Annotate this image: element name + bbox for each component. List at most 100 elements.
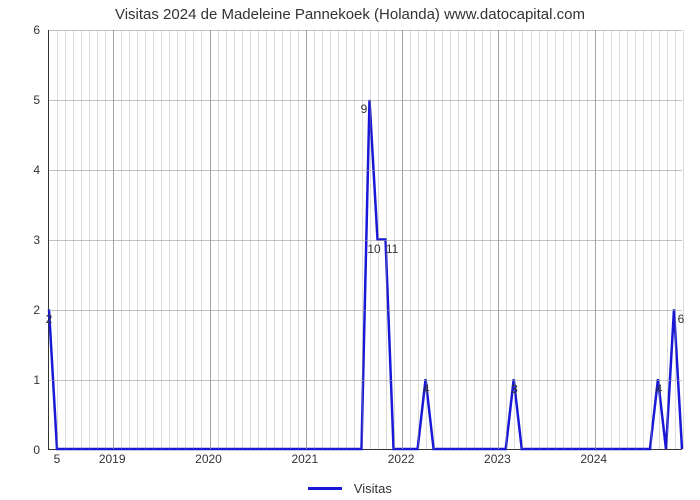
line-chart: Visitas 2024 de Madeleine Pannekoek (Hol… <box>0 0 700 500</box>
gridline-v <box>250 30 251 449</box>
gridline-v <box>193 30 194 449</box>
gridline-v <box>73 30 74 449</box>
gridline-v <box>370 30 371 449</box>
gridline-v <box>346 30 347 449</box>
gridline-v <box>498 30 499 449</box>
gridline-v <box>218 30 219 449</box>
gridline-v <box>242 30 243 449</box>
gridline-v <box>643 30 644 449</box>
gridline-v <box>627 30 628 449</box>
xtick-label: 2022 <box>388 452 415 466</box>
gridline-v <box>531 30 532 449</box>
plot-area: 25910114346 <box>48 30 682 450</box>
gridline-v <box>418 30 419 449</box>
xtick-label: 2023 <box>484 452 511 466</box>
gridline-v <box>65 30 66 449</box>
gridline-v <box>234 30 235 449</box>
xtick-label: 2020 <box>195 452 222 466</box>
xtick-label: 2024 <box>580 452 607 466</box>
gridline-v <box>258 30 259 449</box>
gridline-v <box>603 30 604 449</box>
gridline-v <box>266 30 267 449</box>
gridline-v <box>571 30 572 449</box>
legend: Visitas <box>0 480 700 496</box>
xtick-label: 2019 <box>99 452 126 466</box>
gridline-v <box>595 30 596 449</box>
gridline-v <box>683 30 684 449</box>
gridline-v <box>667 30 668 449</box>
gridline-v <box>442 30 443 449</box>
gridline-v <box>210 30 211 449</box>
gridline-v <box>161 30 162 449</box>
gridline-v <box>386 30 387 449</box>
ytick-label: 1 <box>0 373 40 387</box>
gridline-v <box>394 30 395 449</box>
gridline-v <box>105 30 106 449</box>
chart-title: Visitas 2024 de Madeleine Pannekoek (Hol… <box>0 6 700 23</box>
gridline-v <box>89 30 90 449</box>
gridline-v <box>555 30 556 449</box>
gridline-v <box>378 30 379 449</box>
gridline-v <box>81 30 82 449</box>
gridline-v <box>298 30 299 449</box>
gridline-v <box>97 30 98 449</box>
point-label: 2 <box>46 312 53 326</box>
gridline-v <box>611 30 612 449</box>
legend-label: Visitas <box>354 481 392 496</box>
gridline-v <box>322 30 323 449</box>
gridline-v <box>675 30 676 449</box>
gridline-v <box>338 30 339 449</box>
ytick-label: 4 <box>0 163 40 177</box>
point-label: 4 <box>656 382 663 396</box>
gridline-v <box>306 30 307 449</box>
point-label: 10 <box>367 242 380 256</box>
gridline-v <box>482 30 483 449</box>
gridline-v <box>177 30 178 449</box>
legend-swatch <box>308 487 342 490</box>
gridline-v <box>290 30 291 449</box>
gridline-v <box>522 30 523 449</box>
gridline-v <box>563 30 564 449</box>
y-axis-labels: 0123456 <box>0 30 44 450</box>
gridline-v <box>651 30 652 449</box>
point-label: 4 <box>423 382 430 396</box>
gridline-v <box>185 30 186 449</box>
gridline-v <box>506 30 507 449</box>
gridline-v <box>201 30 202 449</box>
gridline-v <box>145 30 146 449</box>
gridline-v <box>619 30 620 449</box>
gridline-v <box>226 30 227 449</box>
point-label: 9 <box>361 102 368 116</box>
point-label: 3 <box>511 382 518 396</box>
gridline-v <box>274 30 275 449</box>
gridline-v <box>450 30 451 449</box>
gridline-v <box>635 30 636 449</box>
gridline-v <box>153 30 154 449</box>
gridline-v <box>362 30 363 449</box>
point-label: 11 <box>386 242 398 256</box>
gridline-v <box>587 30 588 449</box>
ytick-label: 5 <box>0 93 40 107</box>
gridline-v <box>169 30 170 449</box>
ytick-label: 2 <box>0 303 40 317</box>
gridline-v <box>410 30 411 449</box>
ytick-label: 6 <box>0 23 40 37</box>
gridline-v <box>129 30 130 449</box>
gridline-v <box>474 30 475 449</box>
gridline-v <box>402 30 403 449</box>
gridline-v <box>121 30 122 449</box>
gridline-v <box>434 30 435 449</box>
gridline-v <box>354 30 355 449</box>
gridline-v <box>579 30 580 449</box>
gridline-v <box>314 30 315 449</box>
gridline-v <box>466 30 467 449</box>
xtick-label: 2021 <box>291 452 318 466</box>
gridline-v <box>458 30 459 449</box>
point-label: 6 <box>678 312 685 326</box>
ytick-label: 0 <box>0 443 40 457</box>
gridline-v <box>539 30 540 449</box>
gridline-v <box>282 30 283 449</box>
gridline-v <box>547 30 548 449</box>
gridline-v <box>113 30 114 449</box>
ytick-label: 3 <box>0 233 40 247</box>
